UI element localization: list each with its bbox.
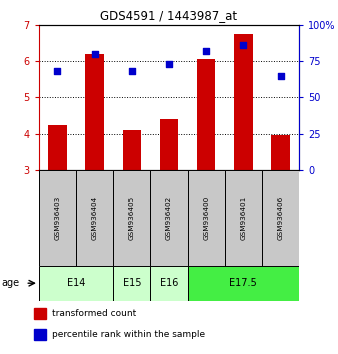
Bar bbox=[150, 266, 188, 301]
Text: E15: E15 bbox=[123, 278, 141, 288]
Point bbox=[166, 61, 172, 67]
Text: GSM936404: GSM936404 bbox=[92, 195, 98, 240]
Point bbox=[203, 48, 209, 54]
Bar bbox=[225, 170, 262, 266]
Point bbox=[55, 68, 60, 74]
Text: GSM936403: GSM936403 bbox=[54, 195, 61, 240]
Text: transformed count: transformed count bbox=[52, 309, 137, 318]
Bar bbox=[188, 266, 299, 301]
Point bbox=[92, 51, 97, 57]
Text: GSM936406: GSM936406 bbox=[277, 195, 284, 240]
Text: percentile rank within the sample: percentile rank within the sample bbox=[52, 330, 206, 339]
Text: GSM936401: GSM936401 bbox=[240, 195, 246, 240]
Bar bbox=[34, 308, 46, 319]
Bar bbox=[39, 266, 113, 301]
Point bbox=[241, 42, 246, 48]
Bar bbox=[197, 59, 215, 170]
Text: GSM936405: GSM936405 bbox=[129, 195, 135, 240]
Bar bbox=[48, 125, 67, 170]
Bar bbox=[113, 266, 150, 301]
Bar bbox=[150, 170, 188, 266]
Text: E17.5: E17.5 bbox=[230, 278, 257, 288]
Bar bbox=[34, 329, 46, 340]
Point bbox=[278, 73, 283, 79]
Bar bbox=[262, 170, 299, 266]
Bar bbox=[113, 170, 150, 266]
Bar bbox=[271, 136, 290, 170]
Text: GSM936402: GSM936402 bbox=[166, 195, 172, 240]
Bar bbox=[122, 130, 141, 170]
Point bbox=[129, 68, 135, 74]
Text: E16: E16 bbox=[160, 278, 178, 288]
Bar bbox=[160, 119, 178, 170]
Bar bbox=[234, 34, 252, 170]
Text: age: age bbox=[2, 278, 20, 288]
Bar bbox=[85, 54, 104, 170]
Text: E14: E14 bbox=[67, 278, 85, 288]
Text: GSM936400: GSM936400 bbox=[203, 195, 209, 240]
Text: GDS4591 / 1443987_at: GDS4591 / 1443987_at bbox=[100, 9, 238, 22]
Bar bbox=[39, 170, 76, 266]
Bar bbox=[76, 170, 113, 266]
Bar bbox=[188, 170, 225, 266]
